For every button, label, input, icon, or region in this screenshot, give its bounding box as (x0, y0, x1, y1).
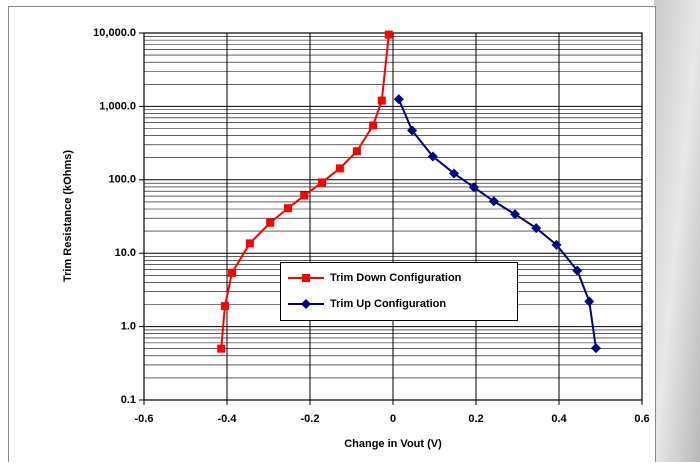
diamond-marker (510, 209, 521, 220)
square-marker (302, 274, 310, 282)
diamond-marker (449, 168, 460, 179)
square-marker (377, 96, 386, 105)
x-tick-label: -0.4 (218, 413, 238, 425)
x-tick-label: -0.2 (301, 413, 320, 425)
diamond-marker (301, 299, 311, 309)
diamond-marker (572, 265, 583, 276)
square-marker (284, 204, 293, 213)
diamond-marker (393, 94, 404, 105)
diamond-marker (584, 296, 595, 307)
x-axis-label: Change in Vout (V) (344, 438, 442, 450)
legend-label: Trim Up Configuration (330, 298, 446, 310)
y-tick-label: 0.1 (121, 394, 136, 406)
square-marker (384, 30, 393, 39)
background-photo (654, 0, 700, 462)
x-tick-label: 0.4 (551, 413, 567, 425)
diamond-marker (407, 125, 418, 136)
square-marker (266, 218, 275, 227)
diamond-marker (590, 343, 601, 354)
square-marker (217, 344, 226, 353)
x-tick-label: 0 (390, 413, 396, 425)
y-tick-label: 100.0 (108, 174, 136, 186)
y-tick-label: 1,000.0 (99, 100, 136, 112)
y-tick-label: 10.0 (115, 247, 136, 259)
x-tick-label: -0.6 (135, 413, 154, 425)
legend: Trim Down Configuration Trim Up Configura… (280, 262, 518, 321)
legend-label: Trim Down Configuration (330, 272, 462, 284)
y-tick-label: 1.0 (121, 321, 136, 333)
square-marker (220, 302, 229, 311)
legend-box (280, 262, 518, 321)
square-marker (369, 121, 378, 130)
square-marker (352, 147, 361, 156)
square-marker (300, 191, 309, 200)
plot-border (143, 32, 643, 401)
y-tick-label: 10,000.0 (93, 27, 136, 39)
square-marker (335, 164, 344, 173)
x-tick-label: 0.2 (468, 413, 483, 425)
diamond-marker (488, 196, 499, 207)
square-marker (227, 268, 236, 277)
diamond-marker (551, 239, 562, 250)
square-marker (245, 239, 254, 248)
diamond-marker (427, 151, 438, 162)
series-line (397, 98, 597, 349)
square-marker (318, 178, 327, 187)
diamond-marker (468, 182, 479, 193)
x-tick-label: 0.6 (634, 413, 649, 425)
diamond-marker (531, 223, 542, 234)
y-axis-label: Trim Resistance (kOhms) (62, 150, 74, 282)
